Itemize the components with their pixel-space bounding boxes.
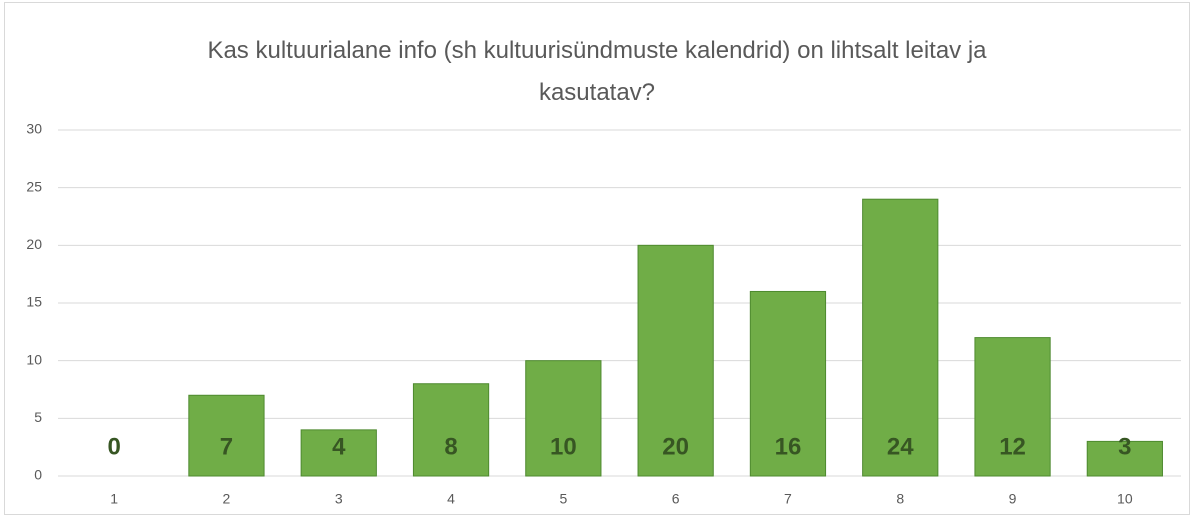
x-tick-label: 5 <box>559 491 567 507</box>
data-label: 24 <box>887 433 914 460</box>
x-tick-label: 9 <box>1009 491 1017 507</box>
x-tick-label: 1 <box>110 491 118 507</box>
x-tick-label: 7 <box>784 491 792 507</box>
data-label: 10 <box>550 433 577 460</box>
bar <box>974 337 1051 477</box>
data-label: 20 <box>662 433 689 460</box>
x-tick-label: 4 <box>447 491 455 507</box>
x-tick-label: 6 <box>672 491 680 507</box>
bar <box>300 429 377 477</box>
y-tick-label: 30 <box>26 121 42 137</box>
y-tick-label: 5 <box>34 409 42 425</box>
data-label: 16 <box>775 433 802 460</box>
y-tick-label: 20 <box>26 236 42 252</box>
chart-border <box>4 2 1190 515</box>
bar <box>1086 440 1163 477</box>
chart-title: Kas kultuurialane info (sh kultuurisündm… <box>207 37 987 106</box>
bar <box>637 244 714 477</box>
y-tick-label: 10 <box>26 351 42 367</box>
data-label: 3 <box>1118 433 1131 460</box>
bar <box>525 360 602 477</box>
data-label: 4 <box>332 433 346 460</box>
x-tick-label: 10 <box>1117 491 1133 507</box>
y-tick-label: 15 <box>26 294 42 310</box>
data-label: 7 <box>220 433 233 460</box>
x-tick-label: 2 <box>223 491 231 507</box>
bar <box>862 198 939 477</box>
bar <box>188 394 265 477</box>
bar <box>412 383 490 477</box>
bar <box>749 290 827 477</box>
y-tick-label: 25 <box>26 178 42 194</box>
data-label: 0 <box>107 433 120 460</box>
data-label: 8 <box>444 433 457 460</box>
x-tick-label: 3 <box>335 491 343 507</box>
y-tick-label: 0 <box>34 467 42 483</box>
x-tick-label: 8 <box>896 491 904 507</box>
data-label: 12 <box>999 433 1026 460</box>
